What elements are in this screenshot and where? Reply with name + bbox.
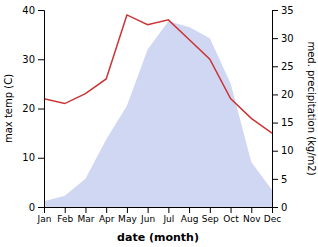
- tick-mark: [38, 59, 44, 60]
- tick-label: 20: [22, 103, 35, 114]
- axis-line: [273, 11, 279, 208]
- tick-label: 0: [281, 202, 287, 213]
- tick: Jan: [37, 207, 52, 224]
- tick: 40: [22, 5, 44, 16]
- y2-axis-title: med. precipitation (kg/m2): [306, 41, 317, 175]
- temperature-line: [44, 15, 272, 133]
- tick: 0: [272, 202, 287, 213]
- chart-svg: 01020304005101520253035JanFebMarAprMayJu…: [0, 0, 318, 247]
- tick: 35: [272, 5, 294, 16]
- tick: Dec: [264, 207, 281, 224]
- tick-mark: [272, 123, 278, 124]
- tick: 10: [272, 145, 294, 156]
- tick-mark: [38, 10, 44, 11]
- tick-mark: [44, 207, 45, 213]
- tick-label: Oct: [223, 214, 239, 224]
- tick-label: 35: [281, 5, 294, 16]
- tick-mark: [210, 207, 211, 213]
- tick-mark: [168, 207, 169, 213]
- tick-mark: [231, 207, 232, 213]
- tick: Nov: [243, 207, 261, 224]
- tick-label: Sep: [202, 214, 219, 224]
- tick-label: Jun: [140, 214, 155, 224]
- tick-mark: [65, 207, 66, 213]
- precipitation-area: [44, 21, 272, 207]
- x-axis: Jan Feb Mar AprMayJun Jul AugSep Oct NovDec: [37, 207, 282, 224]
- tick: 20: [22, 103, 44, 114]
- tick-mark: [272, 38, 278, 39]
- tick-label: 5: [281, 174, 287, 185]
- tick: 25: [272, 61, 294, 72]
- tick-mark: [38, 207, 44, 208]
- tick: 0: [29, 202, 44, 213]
- tick: Aug: [181, 207, 199, 224]
- tick-label: 30: [22, 54, 35, 65]
- tick-label: 25: [281, 61, 294, 72]
- tick: May: [118, 207, 137, 224]
- tick-mark: [85, 207, 86, 213]
- axis-line: [38, 11, 45, 208]
- y2-axis: 0 5 10 15 20 25 30 35: [272, 5, 294, 213]
- tick-mark: [106, 207, 107, 213]
- tick-label: Feb: [57, 214, 73, 224]
- tick-label: Dec: [264, 214, 281, 224]
- tick-mark: [272, 94, 278, 95]
- tick: 5: [272, 174, 287, 185]
- tick-mark: [251, 207, 252, 213]
- tick-label: Aug: [181, 214, 199, 224]
- tick: 15: [272, 117, 294, 128]
- tick-label: Nov: [243, 214, 261, 224]
- y-axis-title: max temp (C): [3, 74, 14, 143]
- tick-label: Mar: [77, 214, 94, 224]
- y-axis: 0 10 20 30 40: [22, 5, 44, 213]
- tick-mark: [272, 10, 278, 11]
- tick: Jul: [162, 207, 174, 224]
- tick-label: 0: [29, 202, 35, 213]
- chart-container: 01020304005101520253035JanFebMarAprMayJu…: [0, 0, 318, 247]
- tick-mark: [272, 207, 273, 213]
- tick-label: 40: [22, 5, 35, 16]
- tick-mark: [38, 158, 44, 159]
- tick: Oct: [223, 207, 239, 224]
- tick-label: Jul: [162, 214, 174, 224]
- tick-mark: [272, 151, 278, 152]
- tick-mark: [189, 207, 190, 213]
- tick: 10: [22, 152, 44, 163]
- tick-mark: [127, 207, 128, 213]
- tick: Sep: [202, 207, 219, 224]
- tick: Mar: [77, 207, 94, 224]
- tick: Jun: [140, 207, 155, 224]
- tick-label: Jan: [37, 214, 52, 224]
- tick-label: 10: [22, 152, 35, 163]
- tick: 30: [22, 54, 44, 65]
- tick-label: 10: [281, 145, 294, 156]
- tick: Apr: [99, 207, 115, 224]
- tick-mark: [148, 207, 149, 213]
- tick-label: 15: [281, 117, 294, 128]
- tick-label: May: [118, 214, 137, 224]
- tick-label: Apr: [99, 214, 115, 224]
- tick: Feb: [57, 207, 73, 224]
- tick: 30: [272, 33, 294, 44]
- tick-label: 20: [281, 89, 294, 100]
- tick-mark: [272, 66, 278, 67]
- axis-line: [45, 208, 273, 214]
- tick-mark: [38, 109, 44, 110]
- tick-mark: [272, 179, 278, 180]
- x-axis-title: date (month): [117, 231, 199, 244]
- tick-label: 30: [281, 33, 294, 44]
- tick: 20: [272, 89, 294, 100]
- plot-area: [44, 15, 272, 207]
